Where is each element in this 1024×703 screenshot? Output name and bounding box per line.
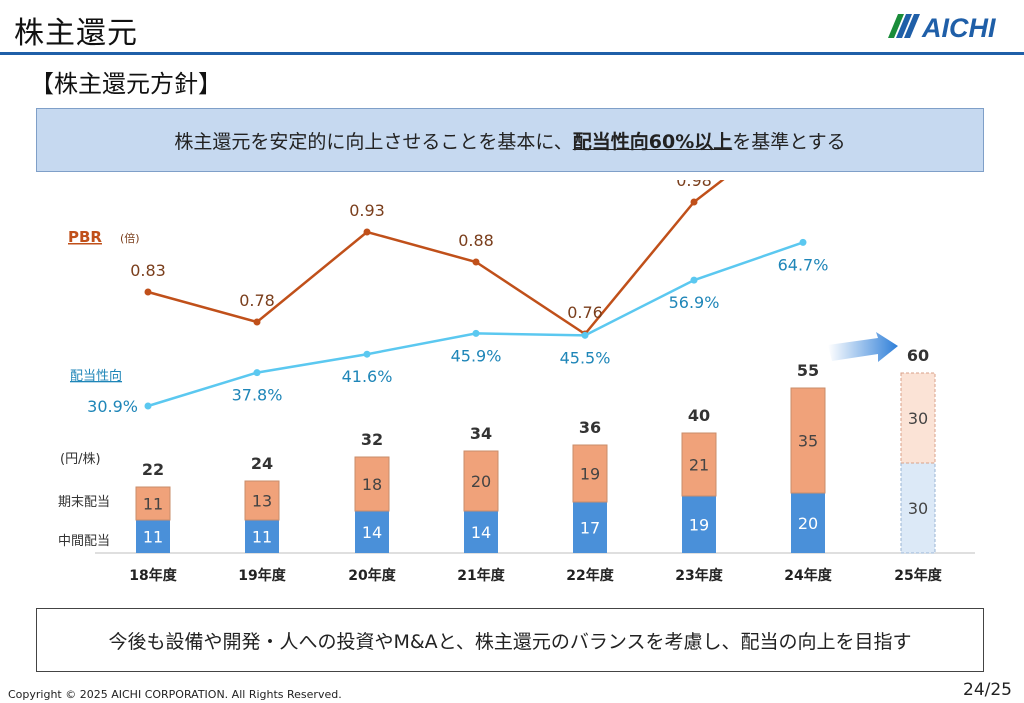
pbr-value-label: 0.76 <box>567 303 603 322</box>
category-label: 20年度 <box>348 567 396 584</box>
bar-interim-label: 14 <box>471 523 491 542</box>
bar-interim <box>355 511 389 553</box>
pbr-value-label: 0.83 <box>130 261 166 280</box>
pbr-value-label: 0.98 <box>676 180 712 190</box>
bar-interim-label: 30 <box>908 499 928 518</box>
bar-year-end <box>790 387 826 494</box>
pbr-point <box>690 198 698 206</box>
bar-year-end <box>900 372 936 464</box>
policy-text-after: を基準とする <box>732 130 846 153</box>
bar-interim <box>136 520 170 553</box>
pbr-legend-label: PBR <box>68 228 102 246</box>
bottom-message-box: 今後も設備や開発・人への投資やM&Aと、株主還元のバランスを考慮し、配当の向上を… <box>36 608 984 672</box>
policy-emphasis: 配当性向60%以上 <box>572 130 733 153</box>
legend-year-end: 期末配当 <box>58 495 110 510</box>
bar-interim <box>573 502 607 553</box>
copyright: Copyright © 2025 AICHI CORPORATION. All … <box>8 688 342 701</box>
bottom-message: 今後も設備や開発・人への投資やM&Aと、株主還元のバランスを考慮し、配当の向上を… <box>108 630 912 653</box>
bar-total-label: 55 <box>797 361 819 380</box>
bar-year-end-label: 21 <box>689 456 709 475</box>
policy-text-before: 株主還元を安定的に向上させることを基本に、 <box>174 130 573 153</box>
pbr-point <box>144 288 152 296</box>
category-label: 19年度 <box>238 567 286 584</box>
pbr-value-label: 0.88 <box>458 231 494 250</box>
pbr-value-label: 0.78 <box>239 291 275 310</box>
bar-interim <box>900 462 936 554</box>
payout-value-label: 45.5% <box>560 348 611 367</box>
payout-line <box>147 241 804 408</box>
bar-total-label: 34 <box>470 424 492 443</box>
pbr-unit-label: (倍) <box>120 231 140 245</box>
payout-value-label: 64.7% <box>778 255 829 274</box>
category-label: 24年度 <box>784 567 832 584</box>
category-label: 25年度 <box>894 567 942 584</box>
bar-interim <box>682 496 716 553</box>
bar-total-label: 40 <box>688 406 710 425</box>
payout-point <box>472 329 480 337</box>
bar-year-end <box>681 432 717 497</box>
payout-point <box>144 402 152 410</box>
aichi-logo: AICHI <box>888 13 996 40</box>
bar-year-end-label: 13 <box>252 492 272 511</box>
pbr-point <box>363 228 371 236</box>
dividend-unit-label: (円/株) <box>60 452 101 467</box>
bar-year-end <box>244 480 280 521</box>
pbr-value-label: 0.93 <box>349 201 385 220</box>
payout-legend-label: 配当性向 <box>70 368 122 384</box>
payout-point <box>581 331 589 339</box>
bar-interim <box>464 511 498 553</box>
bar-interim-label: 11 <box>252 528 272 547</box>
bar-year-end <box>572 444 608 503</box>
bar-year-end-label: 30 <box>908 409 928 428</box>
bar-year-end-label: 20 <box>471 472 491 491</box>
payout-value-label: 56.9% <box>669 293 720 312</box>
payout-value-label: 41.6% <box>342 367 393 386</box>
logo-stripes <box>888 14 920 38</box>
pbr-point <box>472 258 480 266</box>
payout-point <box>253 369 261 377</box>
bar-total-label: 24 <box>251 454 273 473</box>
logo-text: AICHI <box>921 13 996 40</box>
bar-year-end <box>463 450 499 512</box>
bar-year-end-label: 19 <box>580 465 600 484</box>
payout-point <box>363 350 371 358</box>
title-rule <box>0 52 1024 55</box>
category-label: 23年度 <box>675 567 723 584</box>
category-label: 22年度 <box>566 567 614 584</box>
bar-total-label: 36 <box>579 418 601 437</box>
payout-point <box>690 276 698 284</box>
bar-year-end-label: 11 <box>143 495 163 514</box>
bar-interim-label: 11 <box>143 528 163 547</box>
bar-year-end <box>354 456 390 512</box>
bar-interim <box>791 493 825 553</box>
bar-interim-label: 17 <box>580 519 600 538</box>
bar-interim-label: 14 <box>362 523 382 542</box>
section-heading: 【株主還元方針】 <box>30 70 222 98</box>
bar-total-label: 22 <box>142 460 164 479</box>
pbr-point <box>253 318 261 326</box>
legend-interim: 中間配当 <box>58 534 110 549</box>
category-label: 21年度 <box>457 567 505 584</box>
bar-total-label: 32 <box>361 430 383 449</box>
payout-value-label: 37.8% <box>232 386 283 405</box>
payout-value-label: 30.9% <box>87 397 138 416</box>
dividend-chart: 11 11 22 18年度 11 13 24 19年度 14 18 32 20年度 14 20 34 21年度… <box>58 180 975 584</box>
bar-interim-label: 19 <box>689 516 709 535</box>
page-title: 株主還元 <box>14 16 138 51</box>
page-number: 24/25 <box>963 680 1012 700</box>
bar-year-end-label: 35 <box>798 432 818 451</box>
payout-value-label: 45.9% <box>451 346 502 365</box>
bar-year-end-label: 18 <box>362 475 382 494</box>
payout-point <box>799 238 807 246</box>
bar-interim <box>245 520 279 553</box>
bar-interim-label: 20 <box>798 514 818 533</box>
policy-box: 株主還元を安定的に向上させることを基本に、 配当性向60%以上 を基準とする <box>36 108 984 172</box>
category-label: 18年度 <box>129 567 177 584</box>
bar-year-end <box>135 486 171 521</box>
forecast-arrow <box>828 332 898 362</box>
bar-total-label: 60 <box>907 346 929 365</box>
